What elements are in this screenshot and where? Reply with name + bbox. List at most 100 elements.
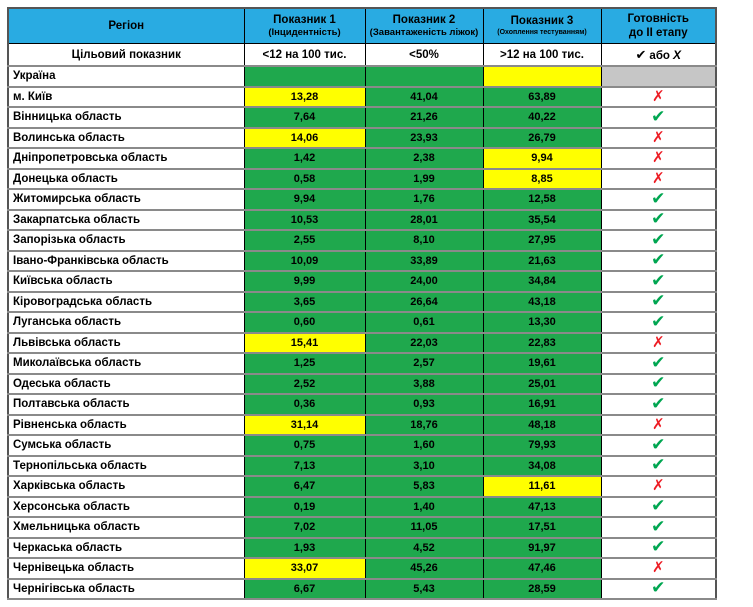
cross-icon: ✗ <box>651 149 665 167</box>
region-cell: Україна <box>7 65 245 88</box>
indicator3-cell: 63,89 <box>482 85 602 108</box>
indicator1-cell: 0,19 <box>243 495 366 518</box>
cross-icon: ✗ <box>651 477 665 495</box>
table-row: Закарпатська область 10,53 28,01 35,54 ✔ <box>7 208 717 231</box>
table-row: Херсонська область 0,19 1,40 47,13 ✔ <box>7 495 717 518</box>
indicator1-subtitle: (Інцидентність) <box>268 27 341 38</box>
region-cell: Вінницька область <box>7 106 245 129</box>
indicator1-cell: 7,64 <box>243 106 366 129</box>
readiness-cell: ✔ <box>600 290 717 313</box>
indicator3-cell: 35,54 <box>482 208 602 231</box>
region-cell: м. Київ <box>7 85 245 108</box>
indicator3-cell: 16,91 <box>482 393 602 416</box>
indicator1-cell: 33,07 <box>243 557 366 580</box>
region-cell: Кіровоградська область <box>7 290 245 313</box>
indicator1-cell: 1,93 <box>243 536 366 559</box>
region-cell: Миколаївська область <box>7 352 245 375</box>
indicator3-cell: 9,94 <box>482 147 602 170</box>
check-icon: ✔ <box>651 107 666 126</box>
indicator2-title: Показник 2 <box>392 14 456 26</box>
check-icon: ✔ <box>651 373 666 393</box>
region-cell: Донецька область <box>7 167 245 190</box>
readiness-cell: ✔ <box>600 454 717 477</box>
cross-icon: ✗ <box>651 169 665 187</box>
readiness-cell: ✔ <box>600 188 717 211</box>
indicator1-cell: 13,28 <box>243 85 366 108</box>
cross-icon: ✗ <box>651 333 665 351</box>
indicator2-cell: 3,10 <box>364 454 484 477</box>
region-cell: Тернопільська область <box>7 454 245 477</box>
check-icon: ✔ <box>651 271 666 290</box>
indicator2-cell: 4,52 <box>364 536 484 559</box>
readiness-cell: ✔ <box>600 372 717 395</box>
indicator2-cell: 1,40 <box>364 495 484 518</box>
indicator2-cell: 8,10 <box>364 229 484 252</box>
readiness-cell: ✔ <box>600 393 717 416</box>
indicator1-cell: 6,47 <box>243 475 366 498</box>
check-icon: ✔ <box>651 537 666 557</box>
readiness-cell: ✗ <box>600 557 717 580</box>
table-row: м. Київ 13,28 41,04 63,89 ✗ <box>7 85 717 108</box>
indicator1-cell <box>243 65 366 88</box>
target-indicator3-cell: >12 на 100 тис. <box>482 43 602 67</box>
indicator2-cell: 33,89 <box>364 249 484 272</box>
region-cell: Луганська область <box>7 311 245 334</box>
indicator3-cell: 91,97 <box>482 536 602 559</box>
col-header-readiness: Готовність до ІІ етапу <box>600 7 717 44</box>
header-row: Регіон Показник 1 (Інцидентність) Показн… <box>7 7 717 44</box>
indicator1-cell: 0,36 <box>243 393 366 416</box>
indicator2-cell: 0,93 <box>364 393 484 416</box>
table-row: Житомирська область 9,94 1,76 12,58 ✔ <box>7 188 717 211</box>
indicator3-cell: 28,59 <box>482 577 602 600</box>
table-row: Луганська область 0,60 0,61 13,30 ✔ <box>7 311 717 334</box>
indicator2-cell: 5,43 <box>364 577 484 600</box>
indicator3-cell: 11,61 <box>482 475 602 498</box>
region-cell: Чернігівська область <box>7 577 245 600</box>
indicator2-cell: 26,64 <box>364 290 484 313</box>
indicator1-title: Показник 1 <box>273 14 336 26</box>
table-row: Запорізька область 2,55 8,10 27,95 ✔ <box>7 229 717 252</box>
cross-icon: ✗ <box>651 128 665 146</box>
region-cell: Івано-Франківська область <box>7 249 245 272</box>
check-icon: ✔ <box>651 455 666 475</box>
indicator3-cell: 22,83 <box>482 331 602 354</box>
readiness-cell: ✔ <box>600 311 717 334</box>
indicator1-cell: 0,58 <box>243 167 366 190</box>
indicator3-cell: 25,01 <box>482 372 602 395</box>
indicator1-cell: 2,52 <box>243 372 366 395</box>
indicator3-cell: 21,63 <box>482 249 602 272</box>
table-row: Черкаська область 1,93 4,52 91,97 ✔ <box>7 536 717 559</box>
indicator3-cell: 17,51 <box>482 516 602 539</box>
target-label-cell: Цільовий показник <box>7 43 245 67</box>
readiness-cell: ✔ <box>600 249 717 272</box>
indicator3-cell <box>482 65 602 88</box>
table-row: Волинська область 14,06 23,93 26,79 ✗ <box>7 126 717 149</box>
readiness-cell: ✔ <box>600 208 717 231</box>
indicator1-cell: 6,67 <box>243 577 366 600</box>
check-icon: ✔ <box>651 394 666 413</box>
readiness-cell: ✔ <box>600 516 717 539</box>
indicator2-cell: 21,26 <box>364 106 484 129</box>
region-cell: Київська область <box>7 270 245 293</box>
indicator3-title: Показник 3 <box>510 15 574 27</box>
indicator3-cell: 19,61 <box>482 352 602 375</box>
check-icon: ✔ <box>651 312 666 331</box>
col-header-indicator1: Показник 1 (Інцидентність) <box>243 7 366 44</box>
check-icon: ✔ <box>635 46 647 62</box>
or-label: або <box>649 49 670 62</box>
check-icon: ✔ <box>651 291 666 311</box>
readiness-title-line1: Готовність <box>627 13 690 25</box>
check-icon: ✔ <box>651 230 666 249</box>
check-icon: ✔ <box>651 353 666 372</box>
indicator3-cell: 48,18 <box>482 413 602 436</box>
indicator2-cell: 18,76 <box>364 413 484 436</box>
region-cell: Запорізька область <box>7 229 245 252</box>
region-cell: Рівненська область <box>7 413 245 436</box>
readiness-cell: ✗ <box>600 413 717 436</box>
check-icon: ✔ <box>651 209 666 229</box>
region-cell: Черкаська область <box>7 536 245 559</box>
table-row: Рівненська область 31,14 18,76 48,18 ✗ <box>7 413 717 436</box>
indicator2-cell: 24,00 <box>364 270 484 293</box>
region-cell: Житомирська область <box>7 188 245 211</box>
region-cell: Львівська область <box>7 331 245 354</box>
